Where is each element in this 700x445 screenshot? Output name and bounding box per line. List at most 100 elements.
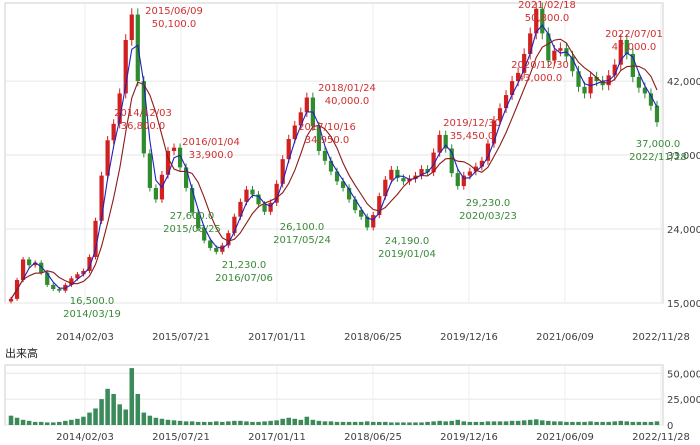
candle-body (292, 125, 297, 140)
candle-body (431, 152, 436, 173)
volume-bar (292, 418, 298, 425)
short-moving-average-line (10, 24, 658, 300)
volume-bar (588, 421, 593, 425)
candle-body (232, 216, 237, 234)
candle-body (316, 126, 322, 151)
candle-body (51, 284, 56, 290)
volume-bar (576, 421, 581, 425)
volume-bar (540, 420, 545, 425)
volume-bar (207, 421, 213, 425)
price-x-tick-label: 2018/06/25 (344, 332, 402, 343)
candle-body (461, 175, 466, 187)
candle-body (516, 72, 521, 82)
candle-body (395, 169, 400, 179)
volume-bar (123, 409, 128, 425)
candle-body (226, 233, 231, 246)
candle-body (624, 39, 629, 54)
volume-bar (147, 415, 153, 425)
candle-body (558, 48, 563, 51)
high-annotation-label: 2018/01/24 (318, 83, 376, 94)
volume-bar (8, 415, 14, 425)
volume-bar (485, 421, 491, 425)
high-annotation-label: 40,000.0 (325, 96, 370, 107)
volume-bar (75, 418, 80, 425)
candle-body (497, 108, 503, 121)
candle-body (383, 179, 388, 197)
volume-bar (316, 420, 322, 425)
volume-bar (32, 421, 38, 425)
volume-bar (509, 420, 515, 425)
candle-body (346, 187, 352, 200)
volume-bar (455, 419, 461, 425)
candle-body (93, 220, 98, 257)
candle-body (105, 140, 110, 176)
candle-body (570, 56, 575, 72)
volume-bar (407, 422, 412, 425)
volume-bar (26, 420, 32, 425)
volume-bar (618, 420, 624, 425)
low-annotation-label: 27,600.0 (170, 211, 215, 222)
volume-y-tick-label: 0 (667, 421, 673, 432)
low-annotation-label: 2015/08/25 (163, 224, 221, 235)
volume-bar (413, 422, 418, 425)
candle-body (485, 143, 491, 161)
volume-y-tick-label: 25,000 (667, 395, 700, 406)
volume-bar (250, 421, 255, 425)
price-x-tick-label: 2019/12/16 (440, 332, 498, 343)
candle-body (20, 259, 26, 280)
volume-bar (328, 421, 334, 425)
volume-x-tick-label: 2019/12/16 (440, 432, 498, 443)
volume-bar (153, 417, 159, 425)
candle-body (334, 171, 340, 182)
candle-body (612, 64, 617, 76)
candle-body (479, 160, 485, 167)
candle-body (328, 160, 334, 172)
volume-bar (99, 399, 104, 425)
volume-bar (612, 421, 617, 425)
high-annotation-label: 50,100.0 (152, 19, 197, 30)
candle-body (286, 139, 291, 160)
candle-body (57, 289, 62, 291)
candle-body (129, 14, 134, 40)
candle-body (75, 274, 80, 279)
candle-body (123, 39, 128, 94)
high-annotation-label: 2016/01/04 (182, 137, 240, 148)
candle-body (141, 81, 146, 154)
candle-body (183, 167, 189, 188)
volume-bar (606, 421, 611, 425)
candle-body (190, 187, 195, 213)
price-y-tick-label: 24,000 (667, 225, 700, 236)
candle-body (443, 134, 448, 149)
volume-bar (364, 421, 370, 425)
volume-bar (648, 421, 654, 425)
volume-bar (14, 417, 20, 425)
candle-body (202, 228, 207, 241)
candle-body (268, 202, 273, 212)
volume-bars (8, 368, 660, 425)
candle-body (540, 8, 545, 34)
price-x-tick-label: 2022/11/28 (632, 332, 690, 343)
low-annotation-label: 2014/03/19 (63, 309, 121, 320)
candle-body (509, 81, 515, 96)
candle-body (238, 201, 243, 217)
volume-bar (195, 421, 201, 425)
volume-bar (527, 419, 533, 425)
price-y-tick-label: 42,000 (667, 77, 700, 88)
candle-body (8, 298, 14, 302)
volume-bar (467, 421, 473, 425)
high-annotation-label: 47,000.0 (612, 42, 657, 53)
high-annotation-label: 2014/12/03 (114, 108, 172, 119)
high-annotation-label: 33,900.0 (189, 150, 234, 161)
candle-body (33, 262, 38, 266)
low-annotation-label: 2022/11/28 (629, 152, 687, 163)
candle-body (377, 196, 382, 216)
candle-body (449, 148, 454, 174)
volume-bar (57, 421, 62, 425)
volume-bar (503, 421, 509, 425)
candle-body (353, 199, 358, 211)
volume-bar (93, 408, 98, 425)
volume-x-tick-label: 2014/02/03 (56, 432, 114, 443)
low-annotation-label: 26,100.0 (280, 222, 325, 233)
candle-body (39, 262, 44, 273)
volume-bar (449, 420, 454, 425)
